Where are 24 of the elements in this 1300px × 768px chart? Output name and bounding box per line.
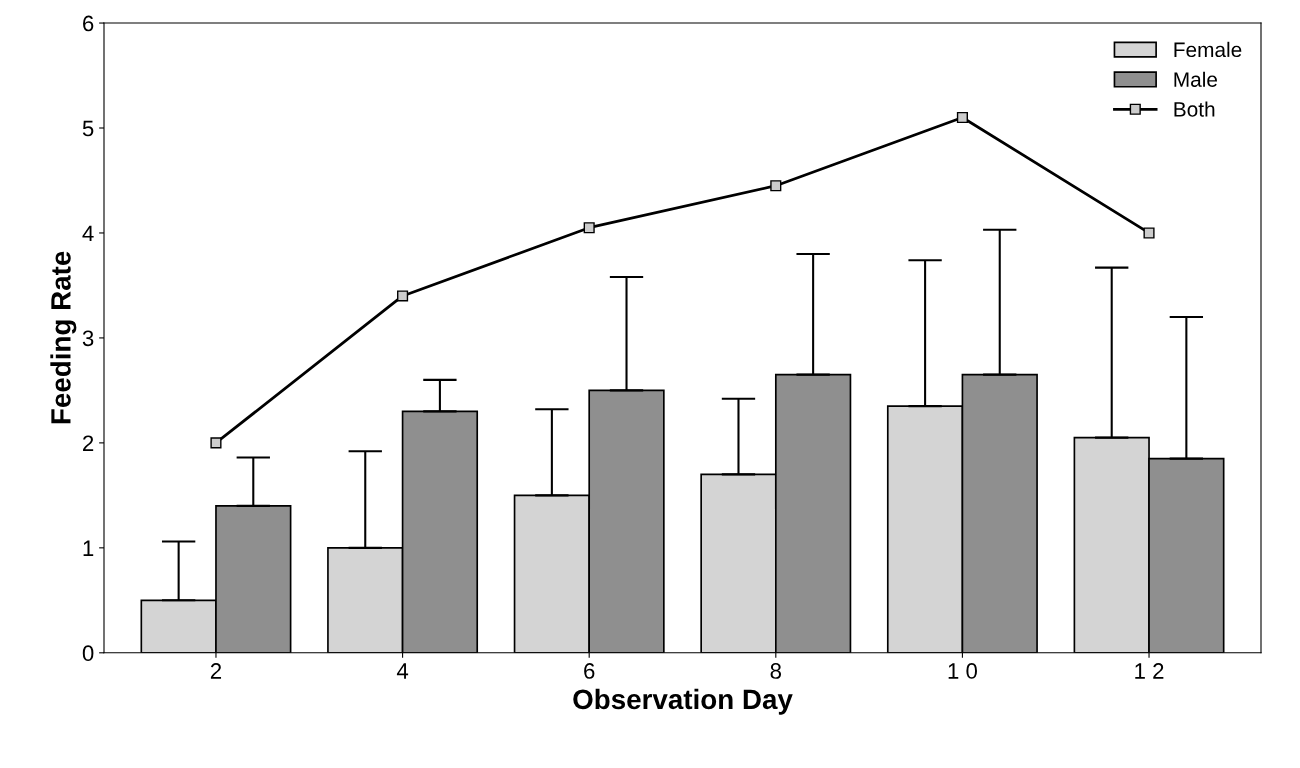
legend-label: Male — [1174, 71, 1218, 87]
y-tick-label: 0 — [82, 645, 94, 662]
x-tick-label: 1 2 — [1135, 663, 1164, 679]
y-tick-label: 4 — [82, 225, 94, 242]
x-tick-label: 2 — [210, 663, 222, 679]
y-tick-label: 6 — [83, 15, 94, 32]
x-tick-label: 6 — [584, 663, 595, 679]
y-tick-label: 5 — [82, 120, 94, 137]
y-axis-title: Feeding Rate — [50, 251, 77, 424]
point — [583, 222, 595, 234]
x-tick-label: 8 — [770, 663, 782, 679]
point — [770, 180, 782, 192]
x-axis-title: Observation Day — [573, 688, 793, 715]
point — [956, 111, 968, 124]
point — [210, 437, 222, 449]
y-tick-label: 3 — [82, 330, 94, 347]
legend-label: Both — [1174, 101, 1215, 117]
legend-label: Female — [1174, 41, 1242, 58]
x-tick-label: 4 — [396, 663, 409, 679]
y-tick-label: 2 — [83, 435, 94, 451]
y-tick-label: 1 — [83, 540, 94, 556]
point — [1143, 227, 1155, 239]
x-tick-label: 1 0 — [948, 663, 977, 679]
point — [397, 290, 409, 302]
